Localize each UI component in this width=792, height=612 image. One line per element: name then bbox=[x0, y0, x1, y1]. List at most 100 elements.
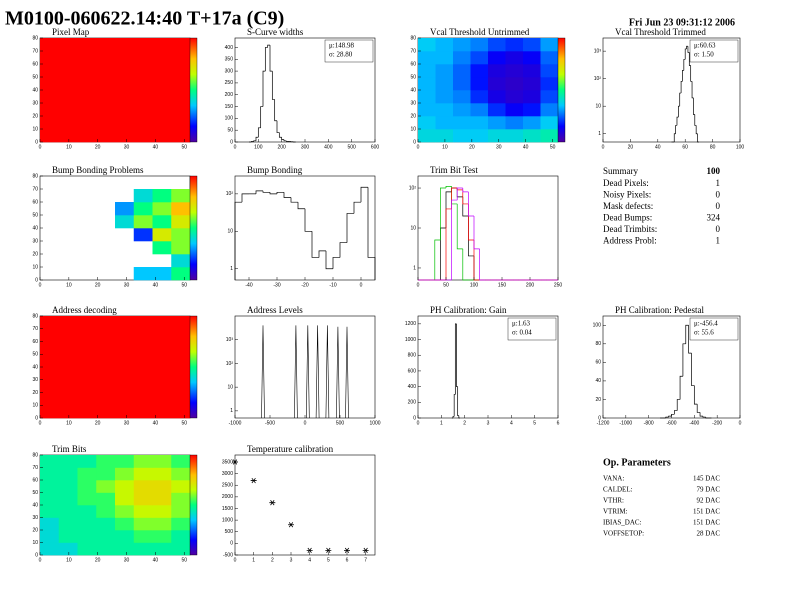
heatmap-cell bbox=[133, 189, 153, 203]
histogram-bin bbox=[445, 208, 452, 280]
summary-label: Noisy Pixels: bbox=[603, 190, 651, 200]
histogram-bin bbox=[694, 114, 697, 126]
x-tick-label: 30 bbox=[124, 144, 130, 150]
x-tick-label: 0 bbox=[602, 144, 605, 150]
y-tick-label: 3500 bbox=[222, 459, 233, 465]
y-tick-label: 3000 bbox=[222, 471, 233, 477]
panel-title: PH Calibration: Pedestal bbox=[615, 305, 704, 315]
color-bar bbox=[189, 315, 198, 419]
heatmap-cell bbox=[77, 505, 97, 518]
y-tick-label: 10² bbox=[594, 76, 602, 82]
histogram-bin bbox=[278, 132, 282, 138]
panel-title: Bump Bonding bbox=[247, 165, 303, 175]
y-tick-label: 60 bbox=[595, 360, 601, 366]
heatmap-cell bbox=[418, 129, 436, 143]
x-tick-label: 1 bbox=[440, 420, 443, 426]
histogram-bin bbox=[267, 44, 270, 48]
heatmap-cell bbox=[540, 116, 559, 130]
x-tick-label: 100 bbox=[254, 144, 263, 150]
x-tick-label: 6 bbox=[557, 420, 560, 426]
y-tick-label: 0 bbox=[35, 277, 38, 283]
x-tick-label: 10 bbox=[66, 420, 72, 426]
stats-box bbox=[689, 317, 739, 341]
stats-text: σ: 0.04 bbox=[512, 329, 532, 337]
y-tick-label: 50 bbox=[227, 128, 233, 134]
op-label: IBIAS_DAC: bbox=[603, 519, 642, 527]
plot-frame bbox=[417, 315, 559, 419]
heatmap-cell bbox=[171, 480, 191, 493]
histogram-bin bbox=[241, 193, 249, 203]
y-tick-label: 40 bbox=[595, 378, 601, 384]
heatmap-cell bbox=[171, 467, 191, 481]
histogram-bin bbox=[271, 71, 275, 100]
y-tick-label: 40 bbox=[410, 87, 416, 93]
histogram-bin bbox=[683, 59, 686, 71]
x-tick-label: 0 bbox=[304, 420, 307, 426]
y-tick-label: 200 bbox=[408, 400, 417, 406]
heatmap-cell bbox=[435, 103, 454, 117]
histogram-bin bbox=[686, 45, 688, 49]
y-tick-label: 70 bbox=[410, 48, 416, 54]
histogram-bin bbox=[260, 106, 263, 128]
x-tick-label: 30 bbox=[124, 420, 130, 426]
heatmap-cell bbox=[171, 267, 191, 281]
histogram-bin bbox=[283, 139, 287, 142]
stats-text: σ: 28.80 bbox=[329, 51, 353, 59]
heatmap-cell bbox=[171, 455, 191, 468]
histogram-bin bbox=[702, 416, 706, 418]
x-tick-label: 250 bbox=[554, 282, 563, 288]
heatmap-cell bbox=[77, 467, 97, 481]
histogram-bin bbox=[679, 92, 682, 107]
panel-title: S-Curve widths bbox=[247, 27, 304, 37]
histogram-bin bbox=[693, 97, 695, 115]
x-tick-label: 40 bbox=[153, 144, 159, 150]
heatmap-cell bbox=[453, 129, 471, 143]
x-tick-label: 2 bbox=[271, 557, 274, 563]
heatmap-cell bbox=[77, 530, 97, 543]
heatmap-cell bbox=[540, 103, 559, 117]
summary-value: 0 bbox=[716, 190, 721, 200]
x-tick-label: 0 bbox=[234, 144, 237, 150]
y-tick-label: 50 bbox=[32, 212, 38, 218]
heatmap-cell bbox=[115, 455, 135, 468]
heatmap-cell bbox=[77, 455, 97, 468]
heatmap-cell bbox=[435, 90, 454, 104]
heatmap-cell bbox=[488, 38, 506, 52]
heatmap-cell bbox=[453, 90, 471, 104]
x-tick-label: 4 bbox=[510, 420, 513, 426]
heatmap-cell bbox=[152, 542, 172, 556]
y-tick-label: 80 bbox=[410, 35, 416, 41]
heatmap-cell bbox=[470, 116, 489, 130]
x-tick-label: 2 bbox=[463, 420, 466, 426]
x-tick-label: 20 bbox=[95, 282, 101, 288]
y-tick-label: 20 bbox=[32, 251, 38, 257]
y-tick-label: 60 bbox=[32, 339, 38, 345]
histogram-bin bbox=[457, 386, 459, 416]
histogram-bin bbox=[257, 127, 261, 138]
histogram-bin bbox=[462, 188, 469, 193]
histogram-bin bbox=[668, 415, 672, 418]
heatmap-cell bbox=[171, 542, 191, 556]
x-tick-label: 7 bbox=[364, 557, 367, 563]
heatmap-cell bbox=[523, 64, 541, 78]
heatmap-cell bbox=[40, 316, 191, 419]
heatmap-cell bbox=[133, 215, 153, 229]
y-tick-label: 0 bbox=[413, 415, 416, 421]
heatmap-cell bbox=[505, 77, 524, 91]
spike bbox=[294, 325, 298, 419]
histogram-bin bbox=[695, 125, 698, 135]
heatmap-cell bbox=[171, 241, 191, 255]
color-bar bbox=[557, 37, 566, 143]
x-tick-label: 80 bbox=[710, 144, 716, 150]
summary-label: Mask defects: bbox=[603, 201, 653, 211]
plot-frame bbox=[234, 454, 376, 556]
summary-value: 1 bbox=[716, 178, 721, 188]
y-tick-label: 0 bbox=[35, 415, 38, 421]
heatmap-cell bbox=[505, 38, 524, 52]
heatmap-cell bbox=[470, 103, 489, 117]
x-tick-label: 50 bbox=[181, 282, 187, 288]
x-tick-label: -600 bbox=[666, 420, 676, 426]
scatter-star bbox=[306, 547, 313, 553]
heatmap-cell bbox=[171, 530, 191, 543]
heatmap-cell bbox=[115, 492, 135, 506]
